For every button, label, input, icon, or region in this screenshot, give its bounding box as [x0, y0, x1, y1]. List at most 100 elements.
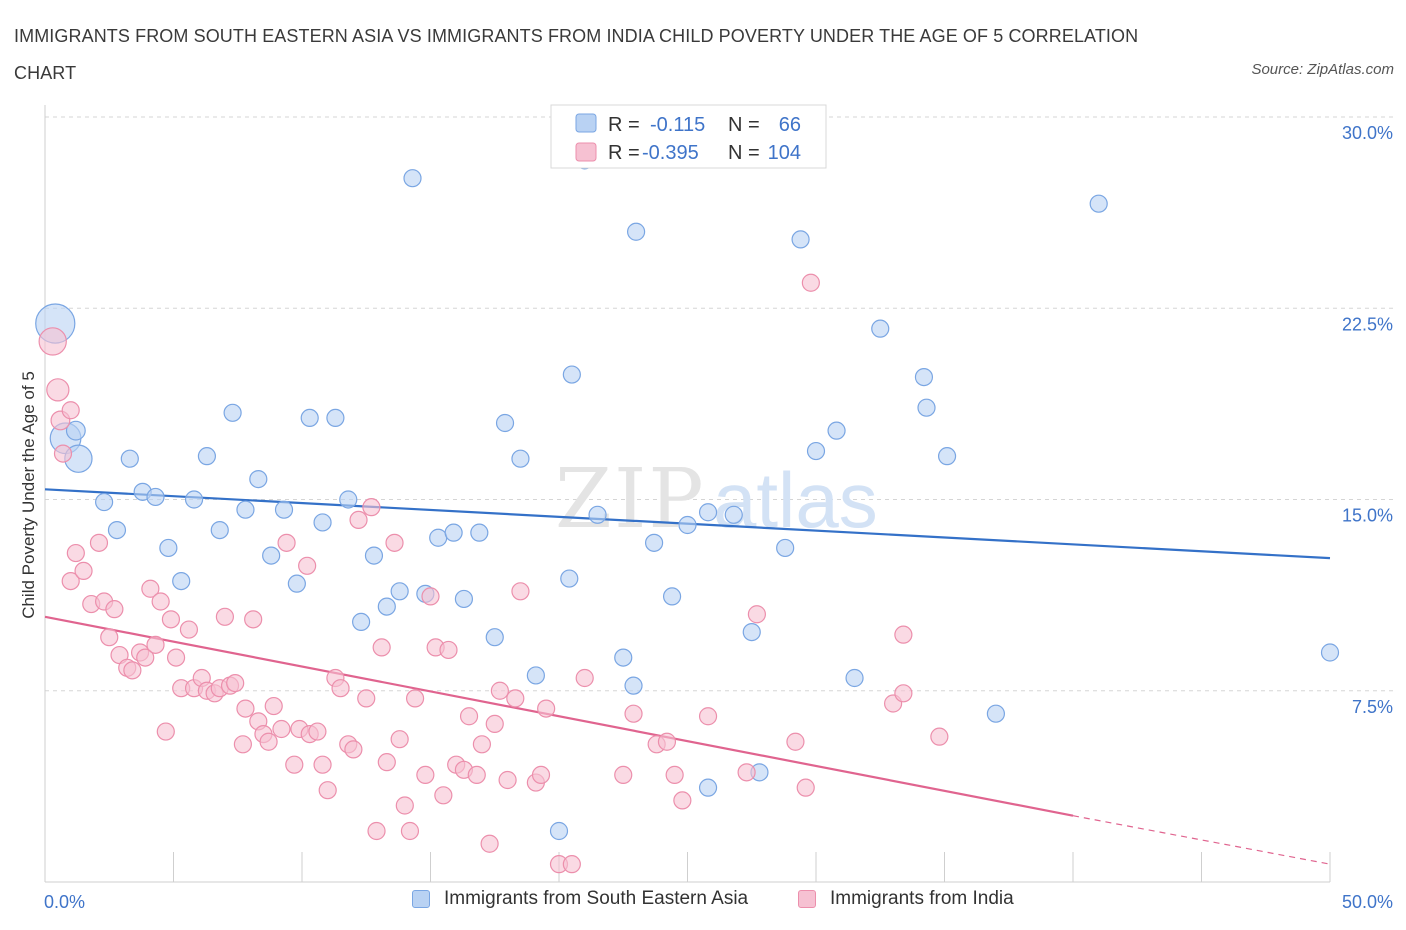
sea-point-61	[917, 398, 936, 417]
india-point-49	[318, 781, 337, 800]
sea-point-43	[614, 648, 633, 667]
grid-lines	[45, 116, 1394, 692]
sea-point-54	[776, 538, 795, 558]
india-point-97	[796, 778, 815, 797]
india-point-101	[894, 625, 913, 644]
bottom-legend-blue-label: Immigrants from South Eastern Asia	[444, 888, 749, 909]
axes	[44, 105, 1331, 883]
sea-point-57	[827, 421, 846, 440]
bottom-legend-swatch-blue	[412, 890, 430, 908]
legend-pink-r-label: R =	[608, 142, 640, 164]
legend-swatch-blue	[575, 113, 597, 133]
sea-point-24	[352, 612, 371, 632]
india-point-42	[277, 533, 296, 552]
sea-point-34	[485, 628, 504, 647]
watermark: ZIP atlas	[555, 452, 878, 547]
sea-point-45	[626, 222, 646, 241]
y-tick-label-2: 22.5%	[1342, 314, 1393, 334]
india-point-48	[313, 755, 332, 774]
sea-point-6	[120, 449, 139, 468]
india-point-58	[372, 638, 391, 657]
legend-blue-r-label: R =	[608, 114, 640, 136]
india-point-96	[786, 732, 805, 751]
sea-point-21	[313, 513, 332, 532]
sea-point-30	[429, 528, 448, 547]
india-point-12	[105, 600, 124, 619]
india-point-68	[434, 786, 453, 805]
sea-point-16	[249, 470, 268, 489]
sea-point-23	[339, 490, 358, 509]
india-point-55	[357, 689, 376, 708]
sea-point-27	[390, 582, 409, 601]
india-point-91	[665, 765, 684, 785]
sea-point-2	[65, 420, 86, 441]
india-point-25	[179, 620, 199, 639]
india-point-34	[233, 735, 252, 754]
india-point-90	[657, 732, 677, 751]
india-point-69	[439, 640, 458, 660]
india-point-45	[298, 556, 317, 575]
sea-point-14	[223, 403, 242, 422]
india-point-88	[624, 704, 643, 723]
sea-point-65	[1320, 643, 1340, 662]
india-point-7	[74, 561, 93, 581]
india-point-77	[490, 681, 509, 700]
india-point-23	[166, 648, 186, 667]
legend-pink-n-value: 104	[768, 142, 801, 164]
sea-point-18	[274, 500, 294, 519]
india-point-92	[673, 791, 692, 810]
india-point-39	[259, 732, 278, 751]
legend-pink-n-label: N =	[728, 142, 760, 164]
india-point-66	[421, 587, 440, 606]
india-point-20	[151, 592, 170, 611]
chart-title: IMMIGRANTS FROM SOUTH EASTERN ASIA VS IM…	[14, 26, 1139, 83]
legend-box	[550, 104, 827, 169]
sea-point-62	[937, 447, 957, 466]
sea-point-8	[146, 487, 165, 507]
india-point-40	[264, 696, 283, 716]
india-point-0	[38, 327, 67, 356]
sea-point-13	[210, 520, 229, 540]
sea-point-49	[698, 503, 718, 522]
india-point-73	[467, 765, 486, 785]
india-point-78	[498, 770, 517, 790]
sea-point-58	[845, 668, 864, 688]
sea-point-36	[511, 449, 530, 468]
sea-point-22	[326, 408, 345, 427]
india-point-17	[136, 648, 155, 667]
india-point-15	[123, 661, 142, 680]
india-point-61	[390, 730, 409, 749]
india-point-94	[737, 763, 756, 782]
india-point-1	[46, 378, 70, 402]
india-point-56	[362, 498, 381, 517]
india-point-59	[377, 753, 396, 772]
india-point-53	[344, 740, 363, 759]
sea-point-46	[644, 533, 664, 552]
watermark-zip: ZIP	[555, 452, 706, 547]
india-point-60	[385, 533, 404, 552]
sea-point-63	[986, 704, 1006, 723]
india-point-83	[537, 699, 556, 718]
india-point-5	[61, 571, 80, 591]
sea-point-32	[454, 589, 474, 609]
sea-point-11	[184, 490, 204, 509]
sea-point-25	[364, 546, 384, 565]
legend-blue-n-label: N =	[728, 114, 760, 136]
sea-point-40	[562, 365, 581, 384]
india-point-95	[747, 605, 766, 624]
sea-point-51	[724, 505, 743, 524]
legend-swatch-pink	[575, 142, 597, 162]
india-point-54	[349, 510, 368, 530]
sea-point-33	[470, 523, 489, 542]
x-tick-label-max: 50.0%	[1342, 892, 1393, 912]
legend-blue-n-value: 66	[779, 114, 801, 136]
bottom-legend-pink-label: Immigrants from India	[830, 888, 1014, 909]
india-point-74	[472, 735, 491, 754]
india-point-98	[801, 273, 820, 292]
india-point-100	[894, 684, 913, 703]
sea-point-19	[287, 574, 306, 593]
india-point-93	[698, 707, 718, 726]
sea-point-59	[871, 319, 890, 338]
india-point-102	[930, 727, 949, 746]
